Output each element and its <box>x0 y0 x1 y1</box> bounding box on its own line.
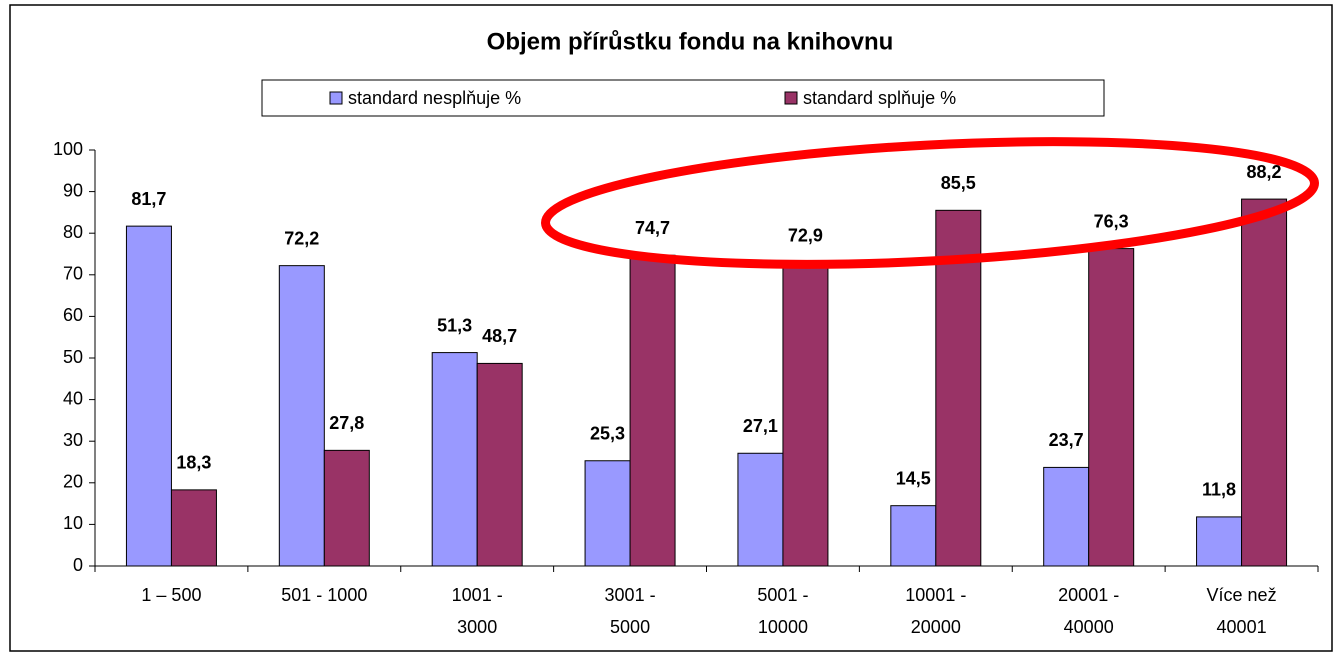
highlight-ellipse <box>541 137 1319 269</box>
x-tick-label: 3001 -5000 <box>605 585 656 637</box>
y-tick-label: 80 <box>63 222 83 242</box>
x-tick-label: 501 - 1000 <box>281 585 367 605</box>
value-label: 18,3 <box>176 453 211 473</box>
value-label: 27,1 <box>743 416 778 436</box>
value-label: 25,3 <box>590 424 625 444</box>
x-tick-label: 10001 -20000 <box>905 585 966 637</box>
value-label: 85,5 <box>941 173 976 193</box>
value-label: 72,9 <box>788 225 823 245</box>
y-tick-label: 60 <box>63 305 83 325</box>
bar <box>1043 466 1090 567</box>
value-label: 51,3 <box>437 315 472 335</box>
bar <box>890 505 937 567</box>
value-label: 48,7 <box>482 326 517 346</box>
bar <box>1241 198 1288 567</box>
value-label: 27,8 <box>329 413 364 433</box>
value-label: 76,3 <box>1094 211 1129 231</box>
bar <box>584 460 631 567</box>
bar <box>476 362 523 567</box>
legend-label: standard splňuje % <box>803 88 956 108</box>
value-label: 88,2 <box>1247 162 1282 182</box>
y-tick-label: 10 <box>63 513 83 533</box>
y-tick-label: 20 <box>63 472 83 492</box>
value-label: 23,7 <box>1049 430 1084 450</box>
bar <box>782 262 829 567</box>
legend-label: standard nesplňuje % <box>348 88 521 108</box>
bar <box>431 352 478 567</box>
legend-box <box>261 79 1105 117</box>
x-tick-label: 1 – 500 <box>141 585 201 605</box>
legend-swatch <box>329 91 343 105</box>
x-tick-label: 20001 -40000 <box>1058 585 1119 637</box>
value-label: 11,8 <box>1202 480 1236 500</box>
value-label: 14,5 <box>896 468 931 488</box>
value-label: 81,7 <box>131 189 166 209</box>
bar <box>323 449 370 567</box>
bar <box>1088 248 1135 567</box>
x-tick-label: 1001 -3000 <box>452 585 503 637</box>
bar <box>278 265 325 567</box>
legend-swatch <box>784 91 798 105</box>
bar <box>125 225 172 567</box>
bar <box>1196 516 1243 567</box>
y-tick-label: 70 <box>63 264 83 284</box>
y-tick-label: 30 <box>63 430 83 450</box>
bar <box>629 254 676 567</box>
y-tick-label: 40 <box>63 388 83 408</box>
bar <box>170 489 217 567</box>
y-tick-label: 50 <box>63 347 83 367</box>
y-tick-label: 0 <box>73 555 83 575</box>
value-label: 74,7 <box>635 218 670 238</box>
chart-title: Objem přírůstku fondu na knihovnu <box>487 28 894 55</box>
y-tick-label: 100 <box>53 139 83 159</box>
y-tick-label: 90 <box>63 180 83 200</box>
value-label: 72,2 <box>284 228 319 248</box>
bar <box>737 452 784 567</box>
x-tick-label: 5001 -10000 <box>757 585 808 637</box>
bar <box>935 209 982 567</box>
x-tick-label: Více než 40001 <box>1207 585 1277 637</box>
